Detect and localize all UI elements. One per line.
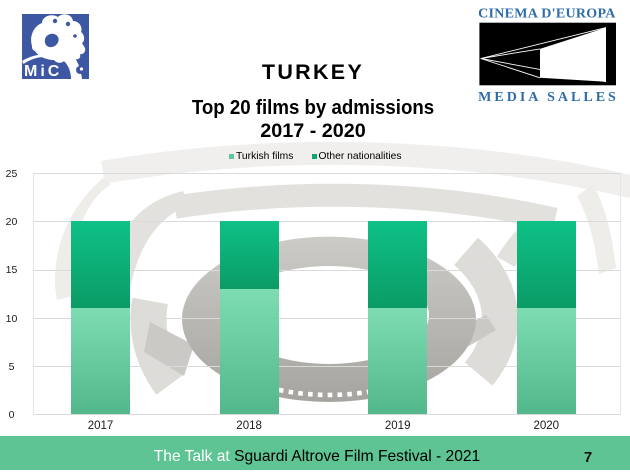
svg-text:MiC: MiC bbox=[24, 63, 62, 80]
svg-text:MEDIA SALLES: MEDIA SALLES bbox=[478, 90, 619, 105]
svg-text:CINEMA D'EUROPA: CINEMA D'EUROPA bbox=[478, 7, 616, 22]
